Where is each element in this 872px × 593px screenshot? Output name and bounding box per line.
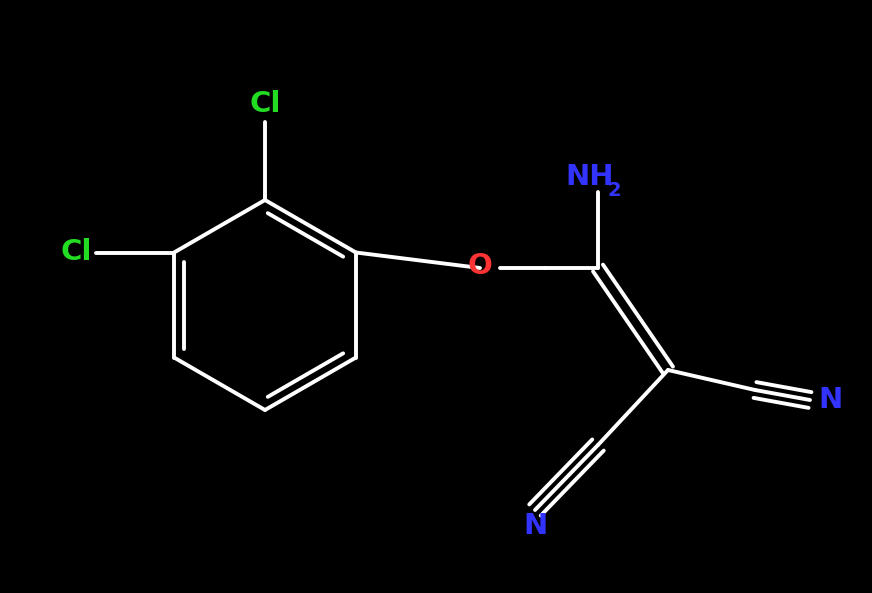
Text: Cl: Cl	[249, 90, 281, 118]
Text: 2: 2	[607, 180, 621, 199]
Text: O: O	[467, 252, 493, 280]
Text: N: N	[818, 386, 842, 414]
Text: Cl: Cl	[60, 238, 92, 266]
Text: N: N	[523, 512, 547, 540]
Text: NH: NH	[566, 163, 614, 191]
